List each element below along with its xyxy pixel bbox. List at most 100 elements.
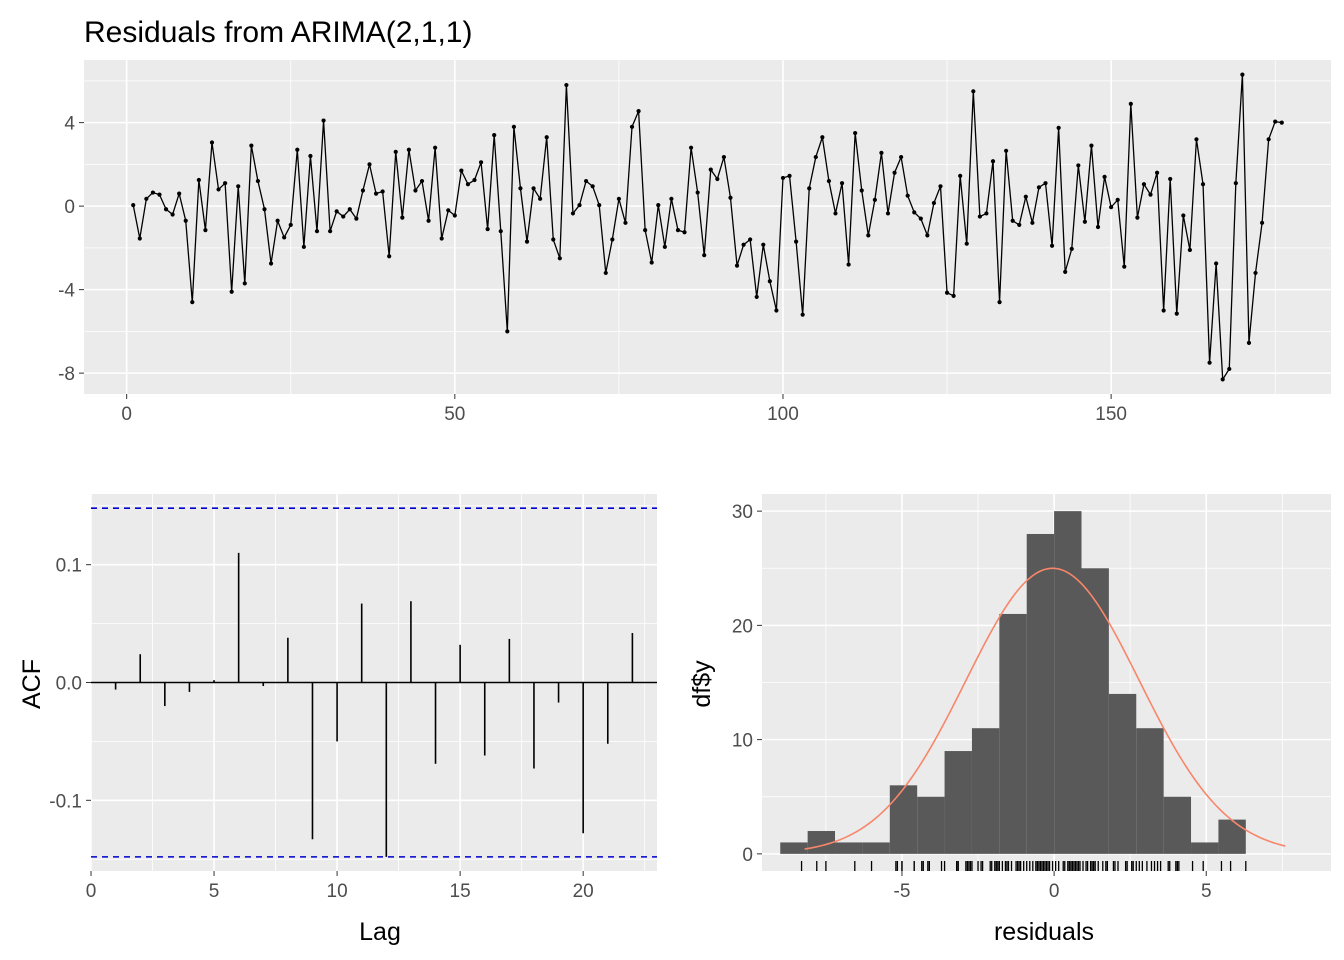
residual-point (787, 173, 792, 178)
residual-point (728, 195, 733, 200)
hist-bar (862, 842, 890, 854)
acf-x-tick-label: 20 (573, 881, 594, 902)
residual-point (144, 196, 149, 201)
residual-point (1063, 269, 1068, 274)
residual-point (1004, 148, 1009, 153)
residual-point (688, 145, 694, 150)
acf-y-tick-label: -0.1 (49, 791, 82, 812)
residual-point (603, 270, 608, 276)
residual-point (807, 186, 812, 191)
residual-point (1082, 219, 1087, 224)
residual-point (308, 153, 313, 159)
hist-bar (1054, 511, 1082, 854)
hist-marks (780, 511, 1286, 871)
residual-point (492, 133, 497, 138)
residual-point (649, 260, 654, 265)
residual-point (590, 184, 595, 189)
residual-point (223, 181, 228, 186)
residual-point (170, 212, 175, 217)
residual-point (1030, 220, 1035, 225)
residual-point (1148, 192, 1153, 197)
hist-bar (1163, 796, 1192, 854)
residual-point (1115, 197, 1120, 202)
residual-point (163, 207, 169, 212)
hist-bar (971, 728, 1000, 854)
ts-axes: 0 50 100 150 -8 -4 0 4 (58, 114, 1127, 425)
residual-point (505, 329, 510, 334)
hist-y-tick-label: 30 (732, 502, 753, 523)
residual-point (1095, 224, 1101, 230)
residual-time-series-chart: 0 50 100 150 -8 -4 0 4 Residuals from ARIMA(2,1… (58, 16, 1331, 425)
residual-point (754, 294, 759, 300)
residual-point (347, 207, 352, 212)
hist-bar (1136, 728, 1164, 854)
residual-point (899, 154, 904, 160)
residual-point (1273, 119, 1278, 124)
residual-point (708, 167, 713, 172)
hist-axes: -5 0 5 0 10 20 30 (732, 502, 1212, 902)
residual-point (459, 168, 464, 173)
residual-point (190, 300, 195, 305)
residual-point (288, 222, 293, 228)
residual-point (419, 178, 425, 184)
residual-point (1266, 137, 1271, 142)
residual-point (177, 191, 182, 196)
residual-point (813, 154, 818, 160)
acf-x-tick-label: 15 (450, 881, 471, 902)
residual-point (360, 188, 366, 193)
hist-x-tick-label: -5 (894, 881, 911, 902)
residual-point (1102, 174, 1107, 179)
normal-density-curve (804, 567, 1286, 850)
residual-point (984, 211, 989, 216)
residual-point (531, 186, 536, 191)
residual-point (393, 149, 398, 154)
residual-point (203, 228, 208, 233)
hist-y-tick-label: 0 (742, 845, 753, 866)
hist-bar (1218, 819, 1246, 854)
residual-point (295, 147, 300, 152)
residual-point (1036, 185, 1042, 190)
residual-point (944, 290, 950, 295)
residual-point (643, 228, 648, 233)
residual-point (656, 202, 661, 208)
residual-point (538, 196, 543, 201)
residual-point (1069, 246, 1074, 252)
residual-point (702, 253, 707, 258)
residual-point (400, 215, 405, 220)
residual-point (328, 229, 333, 234)
residual-point (682, 230, 687, 235)
residual-point (282, 235, 287, 240)
residual-point (216, 187, 221, 192)
acf-x-axis-title: Lag (359, 918, 401, 946)
residual-point (833, 211, 838, 216)
residual-point (439, 236, 444, 241)
hist-y-tick-label: 10 (732, 731, 753, 752)
residual-point (426, 218, 431, 223)
acf-x-tick-label: 0 (86, 881, 97, 902)
residual-point (721, 154, 727, 160)
residual-histogram-chart: -5 0 5 0 10 20 30 residuals df$y (688, 494, 1331, 946)
residual-point (137, 236, 142, 241)
residual-point (958, 173, 963, 178)
residual-point (1141, 182, 1147, 187)
residual-point (636, 109, 641, 114)
residual-point (997, 300, 1002, 305)
residual-point (433, 145, 438, 150)
residual-point (1076, 163, 1081, 168)
hist-bar (1191, 842, 1219, 854)
residual-point (1017, 222, 1022, 228)
residual-point (498, 229, 503, 234)
residual-point (912, 210, 917, 215)
acf-marks (91, 507, 657, 858)
residual-point (354, 216, 359, 221)
residual-point (767, 279, 772, 284)
residual-point (885, 211, 891, 216)
hist-x-axis-title: residuals (994, 918, 1094, 946)
ts-panel-background (84, 60, 1331, 394)
ts-x-tick-label: 100 (767, 404, 799, 425)
residual-point (931, 200, 937, 206)
residual-point (905, 193, 910, 198)
hist-y-tick-label: 20 (732, 616, 753, 637)
ts-y-tick-label: 0 (64, 197, 75, 218)
residual-point (557, 256, 562, 261)
